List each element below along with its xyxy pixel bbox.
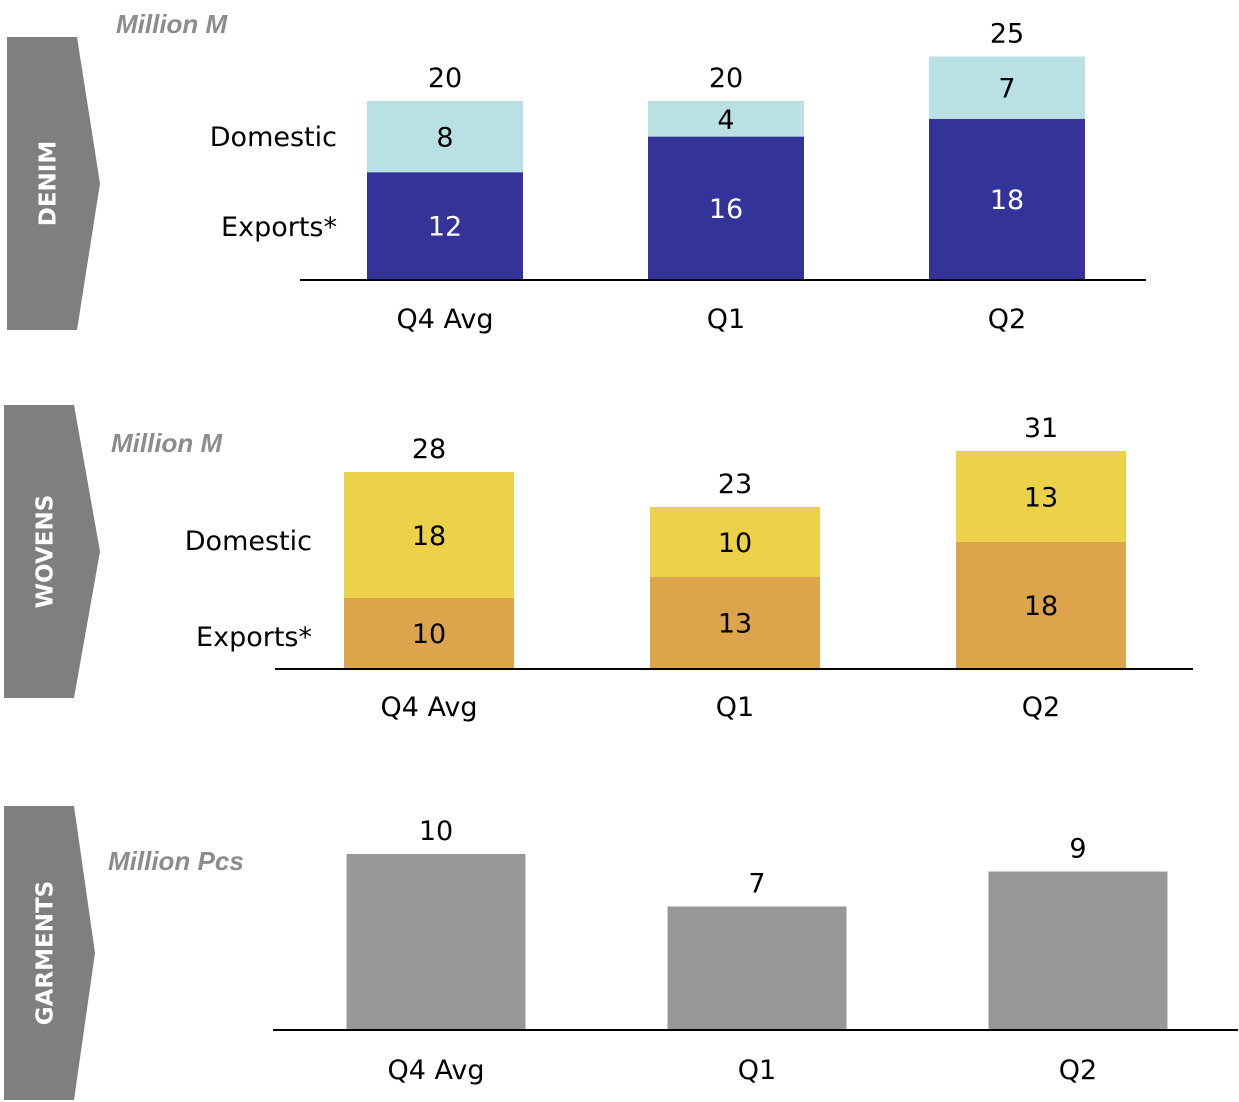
segment-value-label: 7 [998,74,1015,105]
category-label: Q4 Avg [396,304,493,335]
bar-domestic [344,472,514,598]
series-label-exports: Exports* [196,622,312,653]
category-label: Q4 Avg [387,1055,484,1086]
total-value-label: 7 [748,869,765,900]
bar-domestic [367,101,523,173]
section-banner-garments [4,806,95,1100]
segment-value-label: 18 [1024,591,1058,622]
section-label: DENIM [36,141,62,227]
series-label-domestic: Domestic [210,122,337,153]
category-label: Q2 [988,304,1026,335]
segment-value-label: 12 [428,212,462,243]
segment-value-label: 13 [1024,483,1058,514]
category-label: Q4 Avg [380,692,477,723]
bar-value [346,854,526,1029]
bar-domestic [929,56,1085,119]
series-label-exports: Exports* [221,212,337,243]
total-value-label: 9 [1069,834,1086,865]
segment-value-label: 10 [412,619,446,650]
total-value-label: 25 [990,19,1024,50]
section-banner-denim [7,37,100,330]
section-label: GARMENTS [33,881,59,1026]
bar-exports [956,542,1126,668]
segment-value-label: 16 [709,194,743,225]
total-value-label: 23 [718,469,752,500]
segment-value-label: 18 [412,521,446,552]
total-value-label: 20 [709,63,743,94]
category-label: Q1 [716,692,754,723]
bar-value [988,871,1168,1029]
series-label-domestic: Domestic [185,526,312,557]
bar-domestic [648,101,804,137]
bar-exports [367,172,523,279]
segment-value-label: 8 [436,123,453,154]
section-label: WOVENS [33,495,59,609]
category-label: Q1 [738,1055,776,1086]
unit-label: Million Pcs [108,846,244,876]
section-banner-wovens [4,405,100,698]
bar-domestic [956,451,1126,542]
unit-label: Million M [116,9,229,39]
segment-value-label: 18 [990,185,1024,216]
bar-value [667,906,847,1029]
bar-exports [929,118,1085,279]
category-label: Q2 [1059,1055,1097,1086]
bar-domestic [650,507,820,577]
bar-exports [344,598,514,668]
segment-value-label: 10 [718,528,752,559]
total-value-label: 28 [412,434,446,465]
category-label: Q2 [1022,692,1060,723]
segment-value-label: 13 [718,609,752,640]
category-label: Q1 [707,304,745,335]
bar-exports [650,577,820,668]
bar-exports [648,136,804,279]
unit-label: Million M [111,428,224,458]
segment-value-label: 4 [717,105,734,136]
total-value-label: 20 [428,63,462,94]
total-value-label: 31 [1024,413,1058,444]
total-value-label: 10 [419,816,453,847]
